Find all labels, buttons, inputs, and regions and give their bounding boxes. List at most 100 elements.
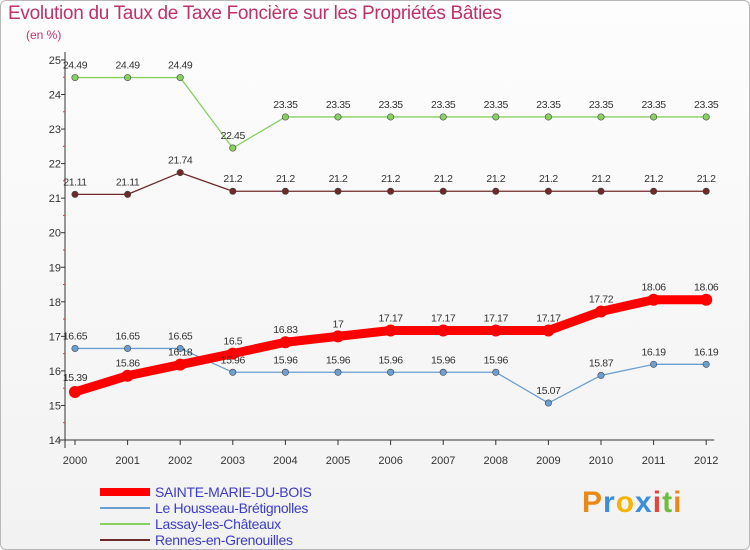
y-tick-label: 23 xyxy=(49,124,61,136)
series-2-point xyxy=(650,113,658,121)
series-1-data-label: 15.96 xyxy=(221,354,246,366)
series-0-point xyxy=(279,336,292,349)
series-2-data-label: 24.49 xyxy=(63,60,88,72)
series-1-point xyxy=(229,368,237,376)
logo-letter: P xyxy=(582,486,604,519)
series-0-data-label: 15.39 xyxy=(63,372,88,384)
series-0-data-label: 17.17 xyxy=(536,312,561,324)
y-tick-label: 18 xyxy=(49,297,61,309)
series-1-data-label: 16.19 xyxy=(641,346,666,358)
x-tick-label: 2002 xyxy=(168,455,192,467)
x-tick-label: 2006 xyxy=(378,455,402,467)
series-markers xyxy=(69,74,713,407)
series-1-point xyxy=(597,371,605,379)
series-3-point xyxy=(544,187,552,195)
series-1-point xyxy=(439,368,447,376)
series-0-point xyxy=(542,324,555,337)
series-2-point xyxy=(281,113,289,121)
series-3-point xyxy=(439,187,447,195)
x-tick-label: 2010 xyxy=(589,455,613,467)
legend-swatch xyxy=(100,507,150,509)
series-3-data-label: 21.2 xyxy=(223,173,242,185)
series-3-point xyxy=(71,190,79,198)
series-0-data-label: 18.06 xyxy=(641,282,666,294)
logo-letter: x xyxy=(635,486,653,519)
series-1-data-label: 15.07 xyxy=(536,385,561,397)
series-2-data-label: 23.35 xyxy=(431,99,456,111)
series-3-point xyxy=(334,187,342,195)
series-1-point xyxy=(702,360,710,368)
series-1-point xyxy=(281,368,289,376)
series-2-point xyxy=(387,113,395,121)
x-tick-label: 2004 xyxy=(273,455,297,467)
series-0-data-label: 17.17 xyxy=(378,312,403,324)
series-2-point xyxy=(176,74,184,82)
series-3-point xyxy=(492,187,500,195)
series-1-point xyxy=(176,344,184,352)
series-0-data-label: 18.06 xyxy=(694,282,719,294)
series-0-point xyxy=(489,324,502,337)
legend-label: Le Housseau-Brétignolles xyxy=(155,500,309,516)
series-2-data-label: 23.35 xyxy=(273,99,298,111)
series-0-data-label: 17.72 xyxy=(589,293,614,305)
series-2-data-label: 23.35 xyxy=(484,99,509,111)
y-tick-label: 25 xyxy=(49,55,61,67)
series-3-data-label: 21.2 xyxy=(644,173,663,185)
y-tick-label: 16 xyxy=(49,366,61,378)
chart-subtitle: (en %) xyxy=(26,28,62,42)
series-2-point xyxy=(544,113,552,121)
y-tick-label: 21 xyxy=(49,193,61,205)
series-2-data-label: 23.35 xyxy=(694,99,719,111)
series-1-data-label: 15.96 xyxy=(326,354,351,366)
series-3-data-label: 21.2 xyxy=(434,173,453,185)
series-3-point xyxy=(281,187,289,195)
logo-letter: i xyxy=(673,486,683,519)
legend-label: Lassay-les-Châteaux xyxy=(155,516,281,532)
line-chart: 14 15 16 17 18 19 20 21 22 23 24 25 2000 2001 2002 2003… xyxy=(49,51,719,467)
series-3-data-label: 21.2 xyxy=(697,173,716,185)
series-2-point xyxy=(439,113,447,121)
series-1-point xyxy=(124,344,132,352)
series-2-data-label: 23.35 xyxy=(326,99,351,111)
series-1-point xyxy=(334,368,342,376)
series-3-data-label: 21.11 xyxy=(116,176,140,188)
series-3-point xyxy=(597,187,605,195)
series-3-data-label: 21.2 xyxy=(329,173,348,185)
series-1-data-label: 15.96 xyxy=(484,354,509,366)
series-0-point xyxy=(384,324,397,337)
legend-swatch xyxy=(100,488,150,496)
x-tick-label: 2008 xyxy=(484,455,508,467)
series-1-data-label: 15.87 xyxy=(589,357,614,369)
series-1-point xyxy=(71,344,79,352)
series-3-data-label: 21.11 xyxy=(63,176,87,188)
series-3-data-label: 21.2 xyxy=(592,173,611,185)
series-3-point xyxy=(229,187,237,195)
x-tick-label: 2005 xyxy=(326,455,350,467)
series-3-data-label: 21.2 xyxy=(276,173,295,185)
x-tick-label: 2007 xyxy=(431,455,455,467)
series-3-data-label: 21.2 xyxy=(486,173,505,185)
series-2-point xyxy=(71,74,79,82)
series-2-point xyxy=(492,113,500,121)
series-3-point xyxy=(176,169,184,177)
y-tick-label: 14 xyxy=(49,435,61,447)
series-3-data-label: 21.2 xyxy=(539,173,558,185)
series-1-data-label: 16.65 xyxy=(115,330,140,342)
series-1-data-label: 15.96 xyxy=(273,354,298,366)
series-0-data-label: 17.17 xyxy=(484,312,509,324)
y-tick-label: 15 xyxy=(49,400,61,412)
y-tick-label: 22 xyxy=(49,159,61,171)
series-3-point xyxy=(702,187,710,195)
series-0-point xyxy=(226,347,239,360)
chart-title: Evolution du Taux de Taxe Foncière sur l… xyxy=(8,3,502,24)
series-3-point xyxy=(387,187,395,195)
series-2-point xyxy=(702,113,710,121)
series-2-data-label: 23.35 xyxy=(589,99,614,111)
x-tick-label: 2003 xyxy=(221,455,245,467)
chart-axes: 14 15 16 17 18 19 20 21 22 23 24 25 2000 2001 2002 2003… xyxy=(49,51,718,467)
series-0-point xyxy=(121,369,134,382)
series-1-point xyxy=(650,360,658,368)
y-tick-label: 19 xyxy=(49,262,61,274)
x-tick-label: 2000 xyxy=(63,455,87,467)
